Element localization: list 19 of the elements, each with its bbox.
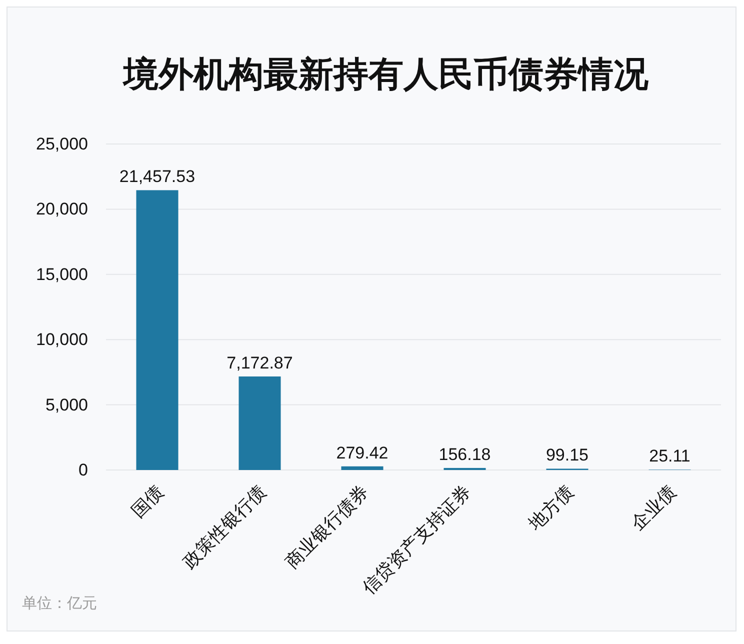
title: 境外机构最新持有人民币债券情况 — [124, 55, 648, 94]
xtick: 国债 — [127, 482, 168, 522]
ytick: 0 — [78, 460, 88, 480]
value-label: 21,457.53 — [119, 167, 196, 186]
ytick: 5,000 — [45, 395, 88, 414]
value-label: 99.15 — [546, 446, 589, 465]
value-label: 156.18 — [438, 444, 491, 464]
annotation: 单位：亿元 — [22, 595, 97, 612]
xtick: 企业债 — [627, 482, 680, 534]
value-label: 279.42 — [336, 443, 388, 462]
ytick: 10,000 — [36, 330, 88, 350]
ytick: 15,000 — [36, 264, 88, 284]
xtick: 地方债 — [524, 482, 578, 534]
ytick: 20,000 — [36, 200, 88, 219]
value-label: 25.11 — [649, 446, 690, 466]
value-label: 7,172.87 — [226, 353, 293, 372]
xtick: 商业银行债券 — [282, 482, 372, 572]
xtick: 政策性银行债 — [179, 482, 270, 572]
ytick: 25,000 — [36, 134, 88, 154]
